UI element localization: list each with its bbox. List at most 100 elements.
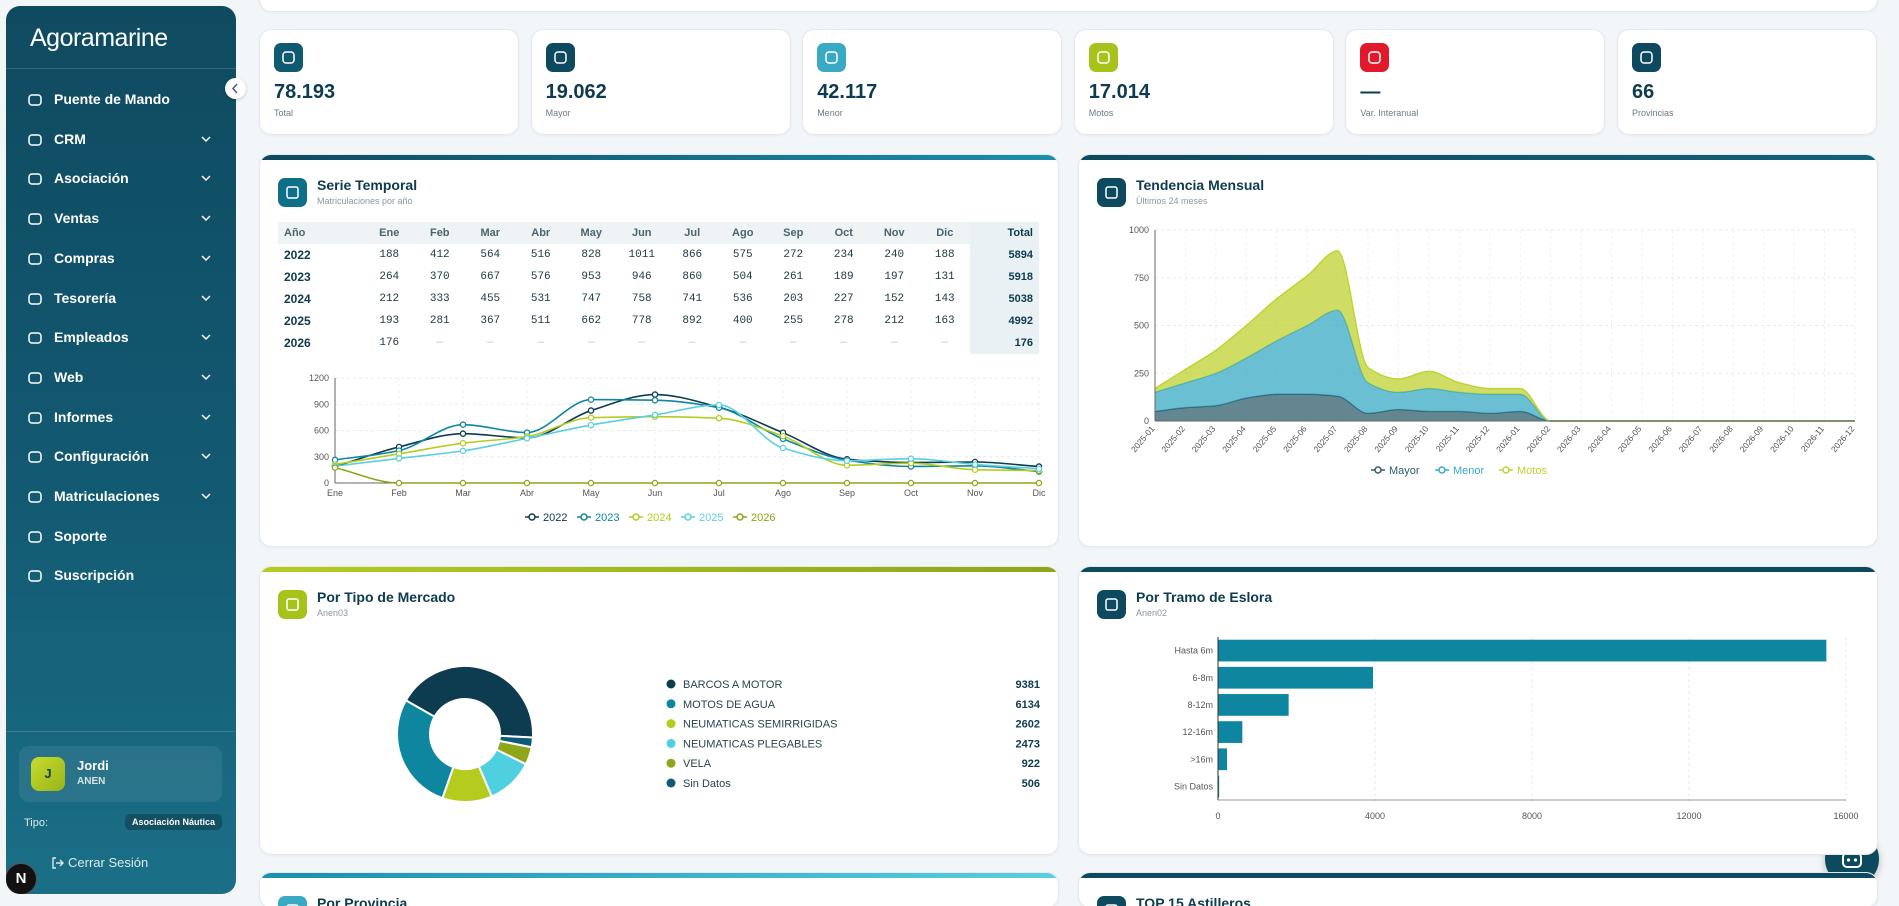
y-tick-label: 6-8m (1192, 673, 1213, 683)
legend-value: 922 (1022, 758, 1040, 770)
nav-label: Matriculaciones (54, 488, 160, 504)
table-cell: 828 (581, 249, 602, 261)
table-cell: 197 (884, 271, 905, 283)
area (1155, 394, 1855, 421)
point (395, 479, 403, 487)
legend-label: BARCOS A MOTOR (683, 679, 782, 691)
nav-item[interactable]: Configuración (6, 439, 236, 475)
point (459, 439, 467, 447)
table-cell: 272 (783, 249, 804, 261)
legend-marker (666, 719, 676, 729)
point (651, 396, 659, 404)
icon-shape (201, 255, 211, 261)
header-cell: Jul (667, 222, 718, 244)
sidebar: Agoramarine Puente de Mando CRM Asociación… (6, 6, 236, 894)
nav-item[interactable]: Web (6, 360, 236, 396)
icon-shape (201, 414, 211, 420)
table-cell: 4992 (970, 310, 1039, 332)
nav-icon (28, 94, 42, 106)
nav-label: Web (54, 368, 84, 385)
point (459, 421, 467, 428)
x-tick-label: 2025-11 (1434, 424, 1461, 454)
point (587, 479, 595, 487)
nav-item[interactable]: Empleados (6, 320, 236, 356)
table-cell: 516 (530, 249, 551, 261)
nav-item[interactable]: Tesorería (6, 281, 236, 317)
stat-card: — Var. Interanual (1345, 29, 1606, 135)
stat-label: Var. Interanual (1360, 108, 1419, 118)
legend-label: Sin Datos (683, 778, 731, 790)
nav-item[interactable]: CRM (6, 122, 236, 158)
legend-marker (580, 513, 588, 521)
x-tick-label: Ago (775, 488, 791, 498)
x-tick-label: 8000 (1522, 811, 1542, 821)
icon-shape (28, 133, 42, 146)
x-tick-label: 2026-07 (1677, 424, 1705, 455)
nav-item[interactable]: Compras (6, 241, 236, 277)
icon-glyph (1368, 51, 1382, 64)
x-tick-label: 2025-08 (1342, 424, 1370, 455)
x-tick-label: 2025-07 (1311, 424, 1339, 455)
icon-shape (28, 213, 42, 225)
table-cell: 892 (682, 315, 703, 327)
x-tick-label: Dic (1033, 488, 1046, 498)
table-cell: 255 (783, 315, 804, 327)
icon-shape (1640, 51, 1653, 64)
stat-value: 78.193 (274, 81, 336, 103)
panel-icon (278, 178, 307, 207)
legend-label: MOTOS DE AGUA (683, 699, 776, 711)
icon-shape (28, 292, 42, 305)
icon-shape (28, 411, 42, 424)
x-tick-label: Mar (455, 488, 471, 498)
nav-item[interactable]: Soporte (6, 519, 236, 555)
nav-item[interactable]: Asociación (6, 161, 236, 197)
icon-shape (28, 530, 42, 543)
table-cell: 412 (429, 249, 450, 261)
table-cell: 5894 (970, 244, 1039, 266)
table-row: 2023 264 370 667 576 953 946 860 504 261 189 197 131… (278, 266, 1039, 288)
table-cell: 333 (429, 293, 450, 305)
x-tick-label: 2026-05 (1616, 424, 1644, 455)
panel-accent (1079, 567, 1877, 572)
legend-marker (666, 738, 676, 748)
nav-item[interactable]: Suscripción (6, 558, 236, 594)
table-cell: 227 (833, 293, 854, 305)
panel-subtitle: Anen03 (317, 608, 349, 618)
table-cell: 2022 (284, 248, 311, 262)
table-cell: 2026 (284, 336, 311, 350)
table-cell: 2025 (284, 314, 311, 328)
x-tick-label: 2025-02 (1159, 424, 1187, 455)
logout[interactable]: Cerrar Sesión (68, 855, 149, 870)
nav-item[interactable]: Puente de Mando (6, 82, 236, 118)
table-cell: — (688, 337, 696, 349)
nav-label: CRM (54, 130, 86, 147)
icon-shape (825, 51, 838, 64)
x-tick-label: 2025-03 (1190, 424, 1218, 455)
header-cell: Sep (768, 222, 819, 244)
point (587, 421, 595, 429)
table-cell: — (840, 337, 848, 349)
nav-icon (28, 292, 42, 305)
chevron (201, 294, 211, 301)
table-cell: 741 (682, 293, 703, 305)
stat-label: Menor (817, 108, 843, 118)
y-tick-label: 900 (314, 399, 329, 409)
y-tick-label: 8-12m (1187, 700, 1213, 710)
nav-item[interactable]: Informes (6, 400, 236, 436)
panel-icon (278, 590, 307, 619)
nav-item[interactable]: Matriculaciones (6, 479, 236, 515)
header-cell: Oct (818, 222, 869, 244)
icon-shape (1097, 51, 1110, 64)
nav-item[interactable]: Ventas (6, 201, 236, 237)
collapse-button[interactable] (225, 78, 246, 99)
stat-icon (1632, 43, 1661, 72)
nav-label: Informes (54, 408, 114, 425)
icon-shape (1846, 858, 1851, 862)
y-tick-label: Sin Datos (1174, 781, 1214, 791)
stat-label: Provincias (1632, 108, 1674, 118)
chevron (201, 255, 211, 261)
bar (1218, 694, 1289, 716)
panel-canvas: 0 4000 8000 12000 16000 Hasta 6m 6-8m 8-12m 12-1… (1174, 637, 1859, 821)
panel-title: Por Provincia (317, 895, 408, 906)
table-row: 2022 188 412 564 516 828 1011 866 575 272 234 240 18… (278, 244, 1039, 266)
